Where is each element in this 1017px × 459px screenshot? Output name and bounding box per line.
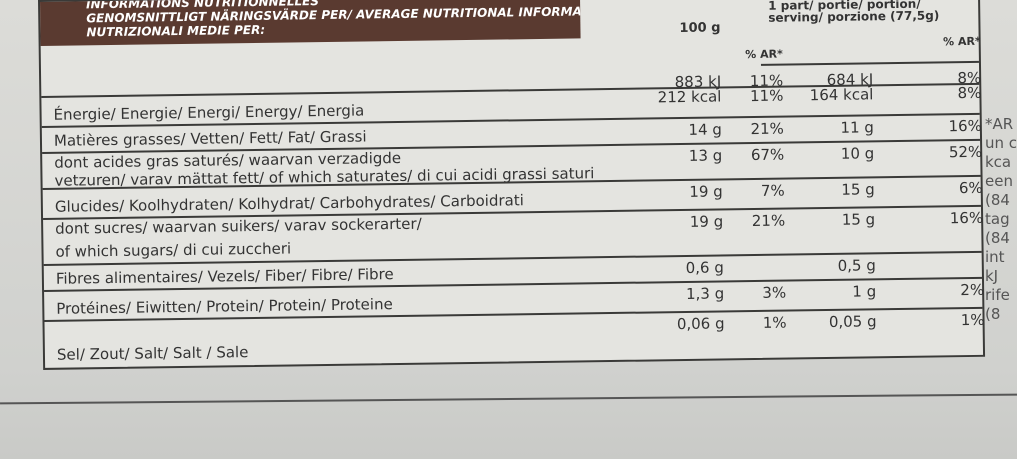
cell: 21% (751, 211, 786, 231)
cell: 11% (749, 86, 784, 106)
row-label: dont sucres/ waarvan suikers/ varav sock… (55, 214, 422, 238)
cell: 3% (762, 283, 787, 302)
cell: 7% (760, 181, 785, 200)
cell: 1% (762, 313, 787, 332)
cell: 52% (948, 142, 983, 162)
cell: 164 kcal (809, 85, 874, 105)
column-header: 1 part/ portie/ portion/ serving/ porzio… (768, 0, 940, 25)
rule (760, 60, 979, 66)
column-header: % AR* (942, 34, 981, 49)
cell: 16% (948, 116, 982, 136)
package-edge (0, 393, 1017, 405)
cell: 0,5 g (837, 256, 876, 275)
row-label: Protéines/ Eiwitten/ Protein/ Protein/ P… (56, 295, 393, 318)
cell: 0,6 g (685, 258, 724, 277)
row-label: Sel/ Zout/ Salt/ Salt / Sale (56, 343, 249, 364)
cell: 10 g (840, 144, 875, 163)
cell: 0,05 g (828, 312, 877, 331)
row-label: of which sugars/ di cui zuccheri (55, 239, 292, 261)
header-band: INFORMATIONS NUTRITIONNELLES GENOMSNITTLI… (40, 0, 581, 46)
row-label: Matières grasses/ Vetten/ Fett/ Fat/ Gra… (53, 127, 367, 150)
header-line: NUTRIZIONALI MEDIE PER: (86, 22, 266, 40)
side-text: un c (985, 134, 1017, 152)
row-label: Fibres alimentaires/ Vezels/ Fiber/ Fibr… (55, 265, 394, 288)
cell: 1 g (852, 282, 877, 301)
cell: 15 g (841, 210, 876, 229)
side-text: (8 (985, 305, 1001, 323)
nutrition-table: INFORMATIONS NUTRITIONNELLES GENOMSNITTLI… (38, 0, 986, 370)
cell: 16% (949, 208, 984, 228)
side-text: een (985, 172, 1013, 190)
cell: 67% (750, 145, 785, 165)
side-text: rife (985, 286, 1010, 304)
side-text: tag (985, 210, 1010, 228)
side-text: (84 (985, 191, 1010, 209)
cell: 21% (750, 119, 784, 139)
cell: 8% (957, 83, 982, 103)
column-header: % AR* (745, 47, 783, 62)
cell: 2% (960, 280, 985, 300)
row-label: Énergie/ Energie/ Energi/ Energy/ Energi… (53, 101, 365, 124)
cell: 15 g (841, 180, 875, 199)
side-text: kca (985, 153, 1012, 171)
column-header: 100 g (679, 20, 721, 37)
side-text: int (985, 248, 1005, 266)
side-text: (84 (985, 229, 1010, 247)
cell: 1% (960, 310, 985, 330)
cell: 6% (958, 178, 983, 198)
side-text: kJ (985, 267, 999, 285)
side-text: *AR (985, 115, 1014, 133)
cell: 11 g (840, 118, 874, 137)
